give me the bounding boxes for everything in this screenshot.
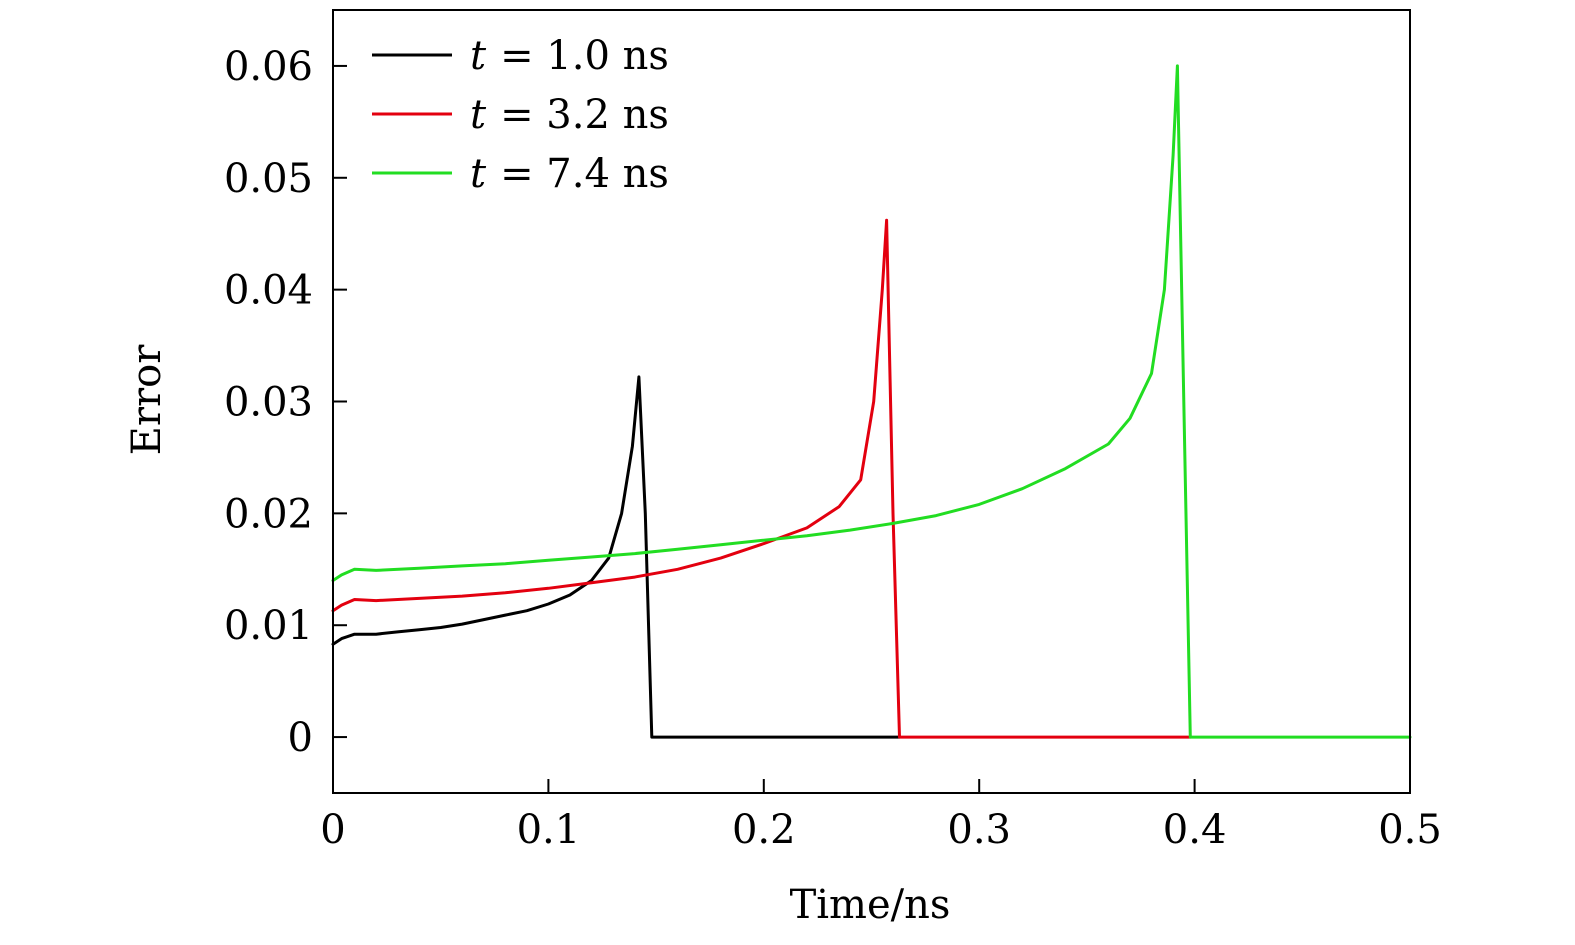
y-tick-label: 0 <box>288 715 313 761</box>
y-tick-label: 0.06 <box>224 44 313 90</box>
y-axis-title: Error <box>124 344 170 456</box>
y-axis-ticks: 0 0.01 0.02 0.03 0.04 0.05 0.06 <box>224 44 347 761</box>
x-tick-label: 0.1 <box>517 807 581 853</box>
legend-value: = 3.2 ns <box>500 92 669 138</box>
x-tick-label: 0.3 <box>947 807 1011 853</box>
series-line-2 <box>331 218 1192 739</box>
legend-label-3: t = 7.4 ns <box>470 151 669 197</box>
legend-label-2: t = 3.2 ns <box>470 92 669 138</box>
series-line-3 <box>331 64 1412 739</box>
series-line-1 <box>331 375 901 739</box>
y-tick-label: 0.01 <box>224 603 313 649</box>
legend-value: = 7.4 ns <box>500 151 669 197</box>
y-tick-label: 0.04 <box>224 268 313 314</box>
x-axis-ticks: 0 0.1 0.2 0.3 0.4 0.5 <box>320 779 1442 853</box>
x-tick-label: 0.5 <box>1378 807 1442 853</box>
legend-variable: t <box>470 33 487 79</box>
y-tick-label: 0.05 <box>224 156 313 202</box>
legend-value: = 1.0 ns <box>500 33 669 79</box>
y-tick-label: 0.02 <box>224 491 313 537</box>
x-tick-label: 0.4 <box>1163 807 1227 853</box>
plot-lines <box>331 64 1412 739</box>
legend-variable: t <box>470 151 487 197</box>
x-tick-label: 0.2 <box>732 807 796 853</box>
y-tick-label: 0.03 <box>224 380 313 426</box>
legend-variable: t <box>470 92 487 138</box>
legend-label-1: t = 1.0 ns <box>470 33 669 79</box>
x-axis-title: Time/ns <box>790 882 951 928</box>
plot-frame <box>332 9 1411 794</box>
legend: t = 1.0 ns t = 3.2 ns t = 7.4 ns <box>372 33 669 197</box>
x-tick-label: 0 <box>320 807 345 853</box>
